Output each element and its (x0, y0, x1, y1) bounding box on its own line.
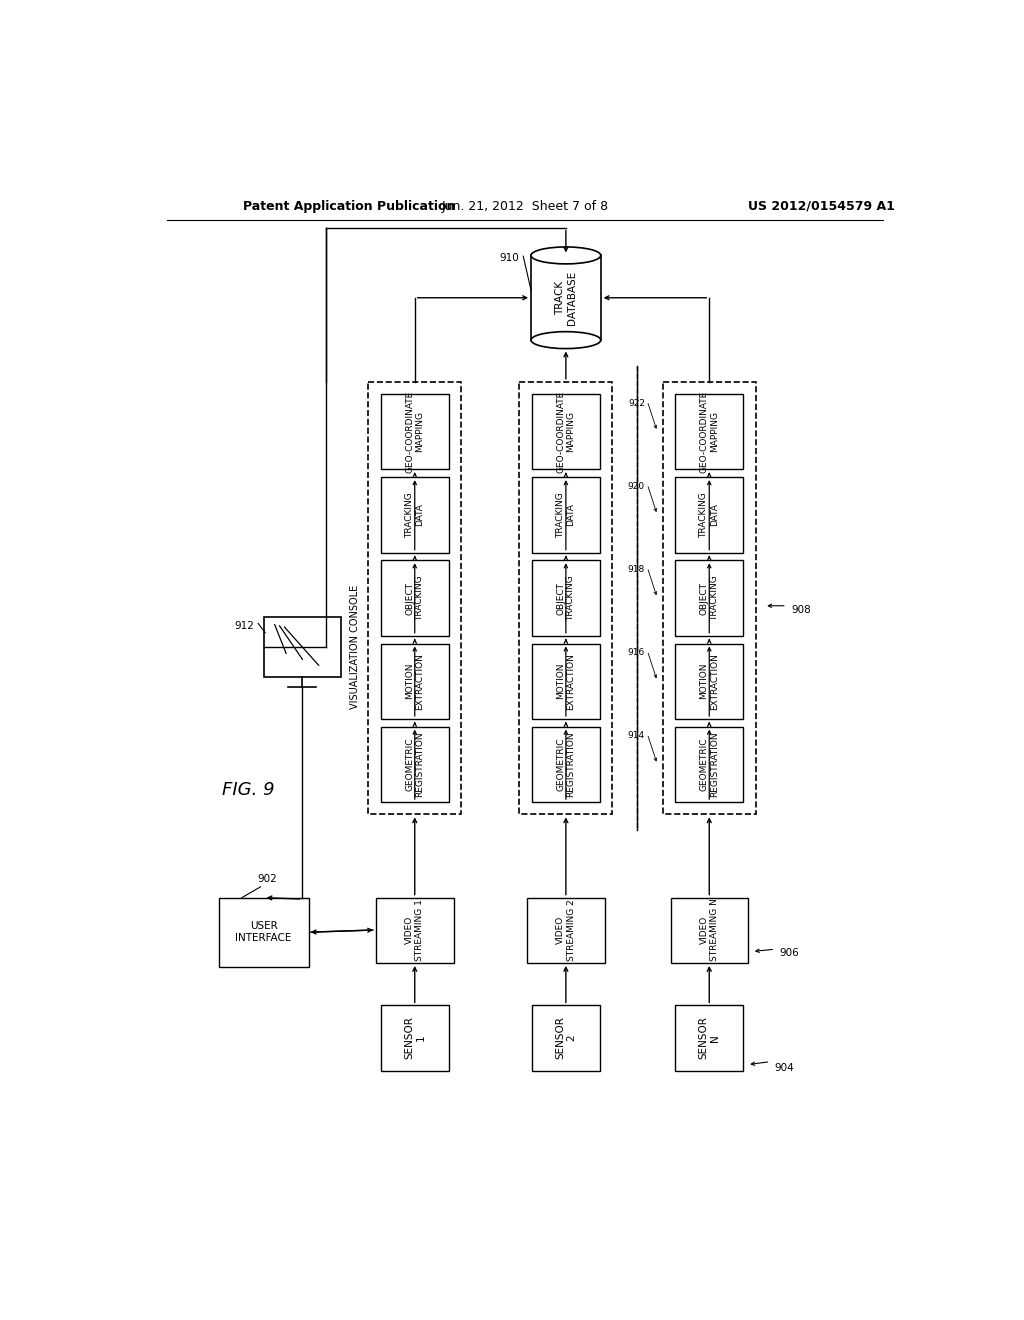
Bar (531, 256, 601, 341)
Text: TRACK
DATABASE: TRACK DATABASE (555, 271, 577, 325)
Text: 918: 918 (628, 565, 645, 574)
Text: GEOMETRIC
REGISTRATION: GEOMETRIC REGISTRATION (406, 731, 425, 797)
Text: GEOMETRIC
REGISTRATION: GEOMETRIC REGISTRATION (556, 731, 575, 797)
Text: VIDEO
STREAMING 2: VIDEO STREAMING 2 (556, 899, 575, 961)
Text: SENSOR
1: SENSOR 1 (403, 1016, 426, 1059)
Bar (675, 1006, 743, 1071)
Text: TRACKING
DATA: TRACKING DATA (556, 492, 575, 537)
Text: VIDEO
STREAMING 1: VIDEO STREAMING 1 (406, 899, 425, 961)
Bar (675, 644, 743, 719)
Text: 906: 906 (779, 948, 799, 957)
Text: GEOMETRIC
REGISTRATION: GEOMETRIC REGISTRATION (699, 731, 719, 797)
Bar (263, 618, 341, 677)
Ellipse shape (531, 247, 601, 264)
Bar (219, 898, 308, 966)
Text: SENSOR
2: SENSOR 2 (555, 1016, 577, 1059)
Ellipse shape (531, 331, 601, 348)
Bar (376, 898, 454, 964)
Bar (675, 726, 743, 803)
Bar (675, 395, 743, 470)
Text: 908: 908 (792, 605, 811, 615)
Text: US 2012/0154579 A1: US 2012/0154579 A1 (749, 199, 895, 213)
Text: GEO-COORDINATE
MAPPING: GEO-COORDINATE MAPPING (556, 391, 575, 473)
Text: VISUALIZATION CONSOLE: VISUALIZATION CONSOLE (350, 585, 360, 709)
Bar (519, 381, 612, 814)
Bar (671, 898, 748, 964)
Text: SENSOR
N: SENSOR N (698, 1016, 720, 1059)
Bar (663, 381, 756, 814)
Text: MOTION
EXTRACTION: MOTION EXTRACTION (556, 653, 575, 710)
Text: TRACKING
DATA: TRACKING DATA (406, 492, 425, 537)
Bar (531, 395, 600, 470)
Bar (675, 478, 743, 553)
Text: Patent Application Publication: Patent Application Publication (243, 199, 455, 213)
Bar (381, 726, 449, 803)
Text: OBJECT
TRACKING: OBJECT TRACKING (556, 576, 575, 620)
Text: 904: 904 (774, 1063, 794, 1073)
Bar (381, 395, 449, 470)
Text: GEO-COORDINATE
MAPPING: GEO-COORDINATE MAPPING (699, 391, 719, 473)
Text: 910: 910 (500, 253, 519, 263)
Text: 922: 922 (628, 399, 645, 408)
Text: 916: 916 (628, 648, 645, 657)
Text: VIDEO
STREAMING N: VIDEO STREAMING N (699, 899, 719, 961)
Text: 920: 920 (628, 482, 645, 491)
Bar (531, 1006, 600, 1071)
Bar (675, 560, 743, 636)
Text: TRACKING
DATA: TRACKING DATA (699, 492, 719, 537)
Text: FIG. 9: FIG. 9 (222, 781, 274, 799)
Bar (531, 560, 600, 636)
Text: 914: 914 (628, 731, 645, 741)
Text: MOTION
EXTRACTION: MOTION EXTRACTION (699, 653, 719, 710)
Bar (531, 644, 600, 719)
Bar (531, 726, 600, 803)
Bar (369, 381, 461, 814)
Text: OBJECT
TRACKING: OBJECT TRACKING (406, 576, 425, 620)
Bar (531, 478, 600, 553)
Bar (381, 478, 449, 553)
Text: USER
INTERFACE: USER INTERFACE (236, 921, 292, 942)
Text: 912: 912 (234, 622, 254, 631)
Bar (381, 560, 449, 636)
Text: MOTION
EXTRACTION: MOTION EXTRACTION (406, 653, 425, 710)
Text: GEO-COORDINATE
MAPPING: GEO-COORDINATE MAPPING (406, 391, 425, 473)
Text: Jun. 21, 2012  Sheet 7 of 8: Jun. 21, 2012 Sheet 7 of 8 (441, 199, 608, 213)
Bar (527, 898, 604, 964)
Text: OBJECT
TRACKING: OBJECT TRACKING (699, 576, 719, 620)
Bar (381, 644, 449, 719)
Text: 902: 902 (257, 874, 278, 884)
Bar (381, 1006, 449, 1071)
